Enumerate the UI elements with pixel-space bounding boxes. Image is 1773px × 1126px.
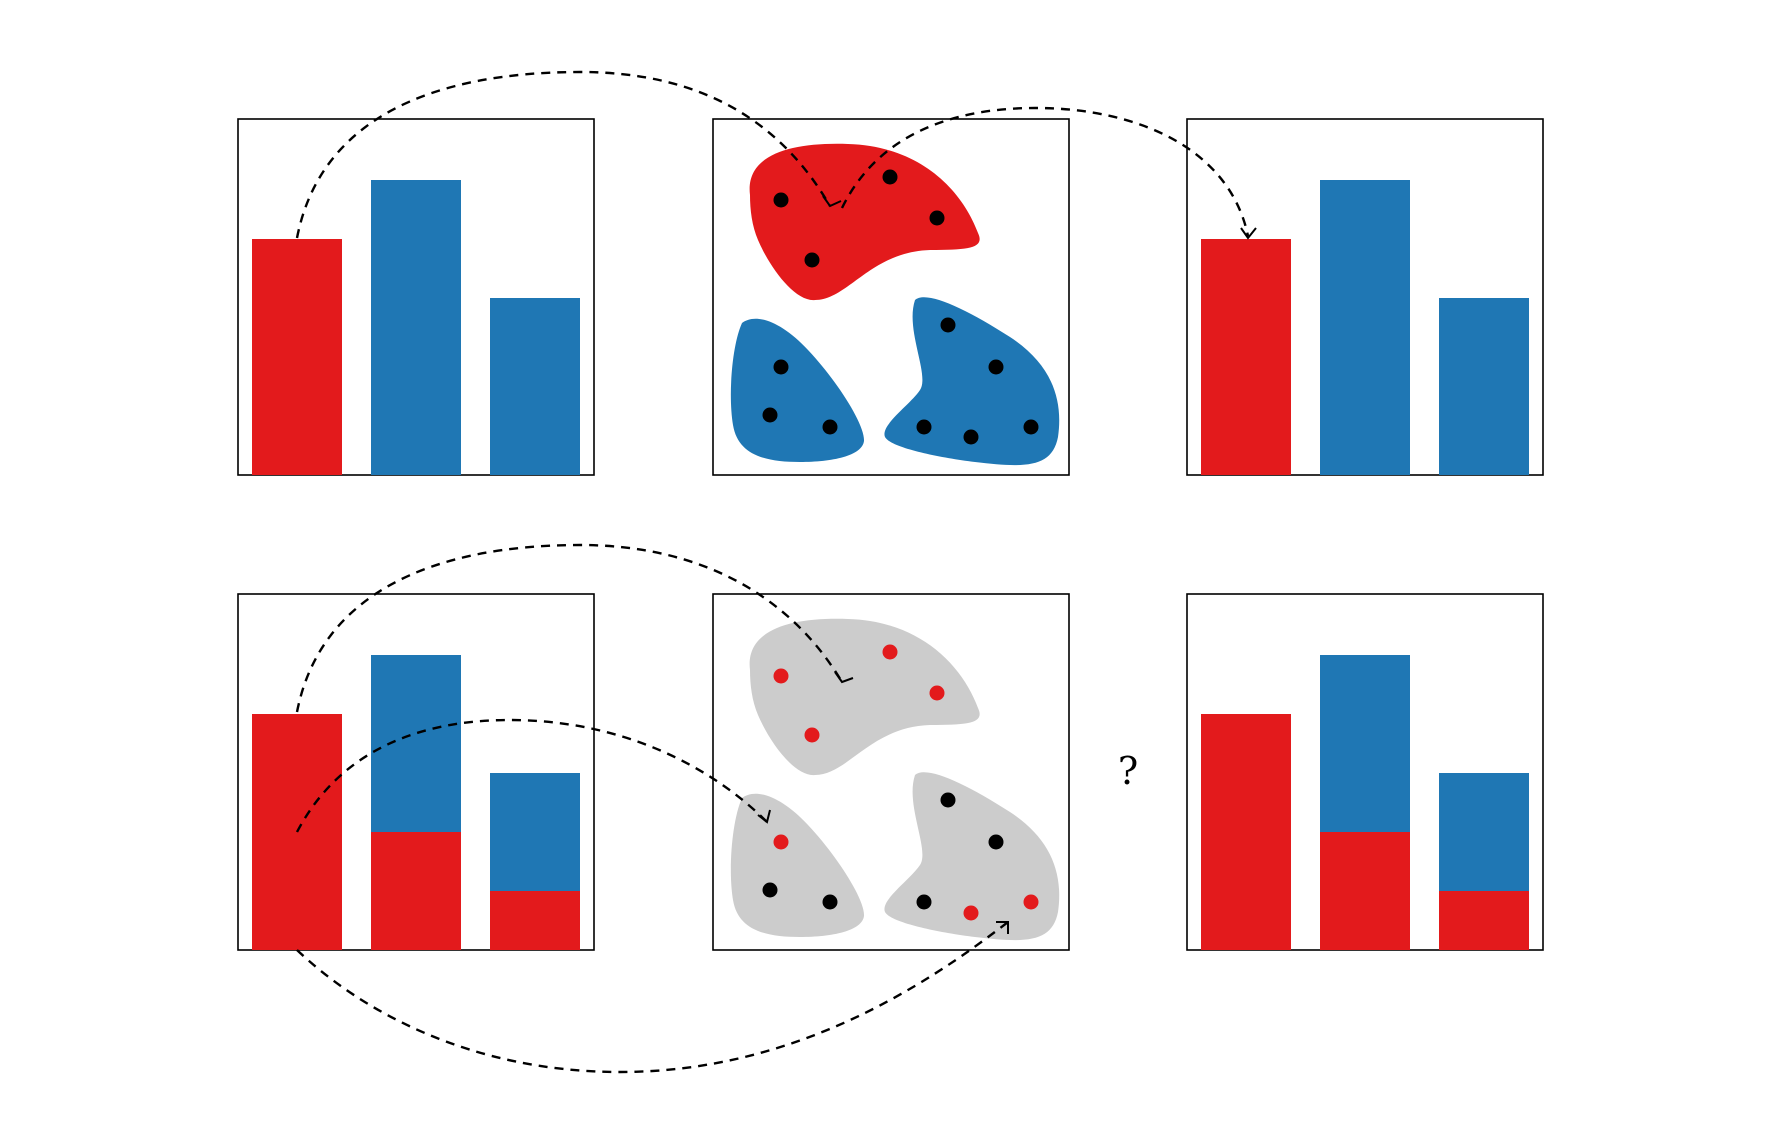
region-bottom-left-point-2 <box>762 407 778 423</box>
bar-group <box>252 180 580 475</box>
dashed-arrow-bottom-bar-to-cluster-top <box>295 543 844 713</box>
region-top-point-2 <box>882 644 898 660</box>
arrowhead <box>834 671 854 684</box>
bar-3-blue-segment <box>1439 298 1529 475</box>
region-top-point-1 <box>773 192 789 208</box>
point-group <box>762 644 1039 921</box>
bar-2-blue-segment <box>1320 180 1410 475</box>
region-bottom-right-point-5 <box>1023 419 1039 435</box>
bar-3-blue-segment <box>490 298 580 475</box>
region-top-point-3 <box>929 210 945 226</box>
bar-3-blue-segment <box>1439 773 1529 891</box>
bar-1-red-segment <box>252 239 342 475</box>
top-cluster-panel <box>712 118 1070 476</box>
arrows <box>295 70 1257 1074</box>
bar-2-red-segment <box>371 832 461 950</box>
bar-group <box>1201 655 1529 950</box>
bar-1-red-segment <box>1201 714 1291 950</box>
region-top-point-1 <box>773 668 789 684</box>
bar-2-blue-segment <box>1320 655 1410 832</box>
bar-group <box>1201 180 1529 475</box>
bottom-cluster-panel <box>712 593 1070 951</box>
bar-3-red-segment <box>1439 891 1529 950</box>
region-bottom-right-point-1 <box>940 792 956 808</box>
arrowhead <box>757 809 771 824</box>
region-bottom-right-point-2 <box>988 359 1004 375</box>
region-bottom-left-point-3 <box>822 419 838 435</box>
region-bottom-right-point-1 <box>940 317 956 333</box>
dashed-arrow-top-cluster-to-bar <box>840 106 1250 237</box>
region-top-point-2 <box>882 169 898 185</box>
region-bottom-right-point-3 <box>916 419 932 435</box>
region-top-point-3 <box>929 685 945 701</box>
point-group <box>762 169 1039 445</box>
region-bottom-right-point-5 <box>1023 894 1039 910</box>
region-bottom-right-point-4 <box>963 429 979 445</box>
bottom-left-bar-panel <box>237 593 595 951</box>
arrowhead <box>822 195 842 208</box>
region-bottom-right-point-3 <box>916 894 932 910</box>
bar-2-blue-segment <box>371 180 461 475</box>
bar-1-red-segment <box>1201 239 1291 475</box>
dashed-arrow-bottom-bar-to-cluster-left <box>295 718 768 833</box>
region-bottom-left-point-2 <box>762 882 778 898</box>
arrowhead <box>996 921 1009 934</box>
bar-2-blue-segment <box>371 655 461 832</box>
region-bottom-left-point-1 <box>773 834 789 850</box>
bar-2-red-segment <box>1320 832 1410 950</box>
top-left-bar-panel <box>237 118 595 476</box>
region-bottom-right-point-2 <box>988 834 1004 850</box>
dashed-arrow-bottom-bar-to-cluster-right <box>296 921 1009 1074</box>
region-top-point-4 <box>804 252 820 268</box>
region-bottom-right-point-4 <box>963 905 979 921</box>
region-bottom-left-point-3 <box>822 894 838 910</box>
question-mark: ? <box>1118 749 1138 793</box>
region-bottom-left-point-1 <box>773 359 789 375</box>
bottom-row: ? <box>237 593 1544 951</box>
dashed-arrow-top-bar-to-cluster <box>295 70 832 239</box>
bar-group <box>252 655 580 950</box>
arrowhead <box>1240 227 1257 240</box>
bar-3-red-segment <box>490 891 580 950</box>
bottom-right-bar-panel <box>1186 593 1544 951</box>
top-right-bar-panel <box>1186 118 1544 476</box>
top-row <box>237 118 1544 476</box>
bar-3-blue-segment <box>490 773 580 891</box>
region-top-point-4 <box>804 727 820 743</box>
